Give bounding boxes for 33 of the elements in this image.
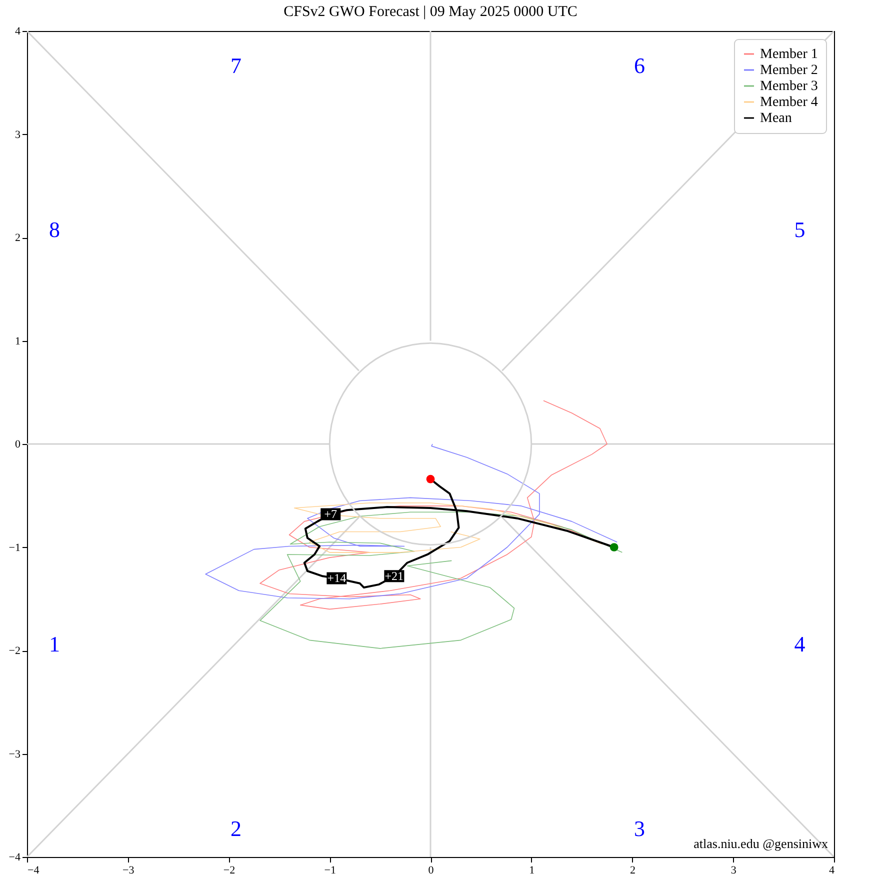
x-tick-label: −2 <box>223 864 236 876</box>
x-tick-label: 0 <box>428 864 434 876</box>
x-tick-label: 2 <box>630 864 636 876</box>
x-tick-label: 3 <box>730 864 737 876</box>
annotation: 1 <box>48 631 60 656</box>
x-tick-label: 1 <box>529 864 535 876</box>
y-tick-label: 0 <box>15 438 21 450</box>
y-tick-label: −4 <box>8 852 21 864</box>
y-tick-label: −1 <box>8 542 20 554</box>
annotation: 5 <box>794 217 806 242</box>
annotation: 3 <box>634 816 646 841</box>
legend-label: Member 1 <box>760 47 818 62</box>
y-tick-label: −3 <box>8 748 21 760</box>
x-tick-label: −1 <box>324 864 336 876</box>
x-tick-label: 4 <box>829 864 835 876</box>
annotation: 2 <box>230 816 242 841</box>
legend-label: Member 2 <box>760 63 818 78</box>
annotation: 8 <box>48 217 60 242</box>
annotation: atlas.niu.edu @gensiniwx <box>694 836 828 851</box>
y-tick-label: −2 <box>8 645 20 657</box>
chart-title: CFSv2 GWO Forecast | 09 May 2025 0000 UTC <box>284 4 578 20</box>
y-tick-label: 3 <box>15 128 21 141</box>
legend-label: Mean <box>760 111 792 126</box>
annotation: 4 <box>794 631 806 656</box>
x-tick-label: −4 <box>28 864 40 876</box>
legend-label: Member 4 <box>760 95 818 110</box>
y-tick-label: 1 <box>15 335 20 348</box>
legend-label: Member 3 <box>760 79 818 94</box>
annotation: 7 <box>230 53 242 78</box>
y-tick-label: 2 <box>15 232 20 244</box>
y-tick-label: 4 <box>15 26 21 38</box>
x-tick-label: −3 <box>122 864 135 876</box>
annotation: 6 <box>634 53 646 78</box>
